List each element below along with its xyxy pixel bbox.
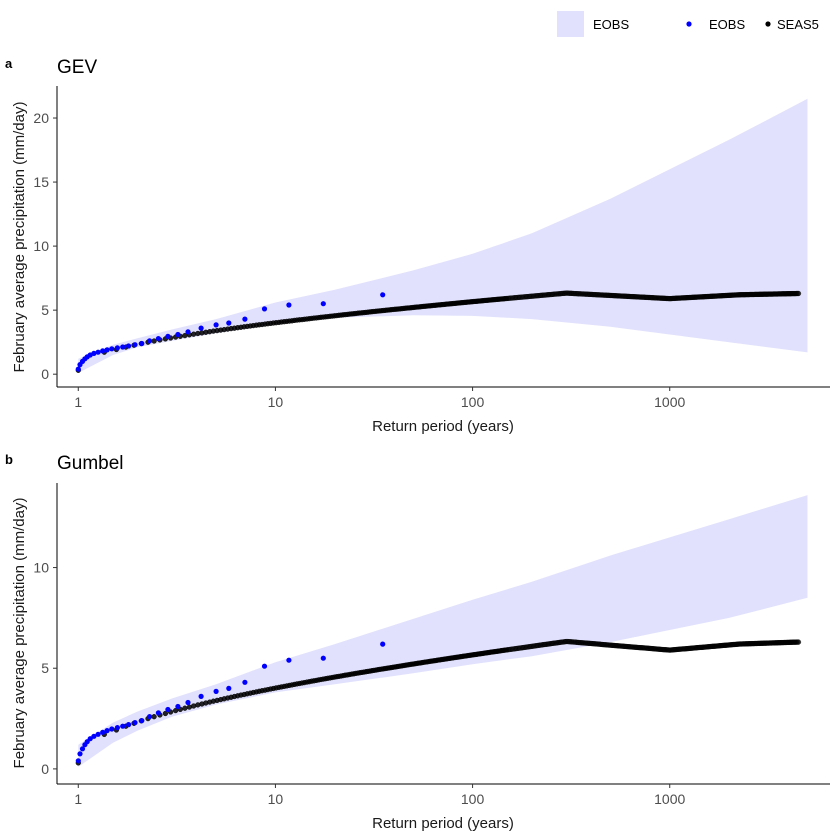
y-tick-label: 10	[33, 238, 49, 254]
legend: EOBS EOBS SEAS5	[557, 11, 819, 37]
x-axis-title: Return period (years)	[372, 815, 514, 832]
x-tick-label: 1000	[654, 394, 685, 410]
eobs-point	[120, 723, 126, 729]
eobs-point	[114, 345, 120, 351]
confidence-band	[78, 98, 808, 373]
eobs-point	[175, 703, 181, 710]
eobs-point	[198, 693, 204, 700]
eobs-point	[126, 722, 132, 728]
eobs-point	[226, 685, 232, 692]
eobs-point	[175, 331, 181, 338]
eobs-point	[114, 725, 120, 731]
panel-tag: a	[5, 56, 13, 71]
y-tick-label: 5	[41, 302, 49, 318]
y-tick-label: 20	[33, 110, 49, 126]
eobs-point	[213, 688, 219, 695]
eobs-point	[95, 349, 101, 355]
eobs-point	[109, 726, 115, 732]
legend-eobs-point-label: EOBS	[709, 17, 745, 32]
eobs-point	[104, 347, 110, 353]
x-tick-label: 10	[268, 791, 284, 807]
eobs-point	[120, 344, 126, 350]
y-axis-title: February average precipitation (mm/day)	[11, 498, 28, 769]
eobs-point	[380, 641, 386, 647]
y-tick-label: 10	[33, 560, 49, 576]
eobs-point	[165, 333, 171, 339]
eobs-point	[104, 728, 110, 734]
eobs-point	[126, 343, 132, 349]
eobs-point	[185, 329, 191, 335]
eobs-point	[77, 751, 83, 757]
eobs-point	[242, 679, 248, 685]
eobs-point	[91, 350, 97, 356]
legend-eobs-point-key	[686, 21, 692, 27]
seas5-point	[151, 714, 157, 720]
eobs-point	[261, 663, 268, 669]
eobs-point	[261, 306, 268, 312]
eobs-point	[100, 348, 106, 354]
x-tick-label: 100	[461, 791, 485, 807]
x-tick-label: 1	[74, 791, 82, 807]
seas5-point	[162, 710, 169, 717]
y-tick-label: 0	[41, 366, 49, 382]
y-tick-label: 0	[41, 761, 49, 777]
eobs-point	[132, 342, 138, 348]
eobs-point	[79, 746, 86, 752]
seas5-point	[151, 338, 157, 344]
eobs-point	[139, 718, 145, 724]
y-axis-title: February average precipitation (mm/day)	[11, 102, 28, 373]
eobs-point	[286, 302, 292, 308]
plot-area: 1 10 100 1000 0 5 10	[33, 483, 830, 807]
eobs-point	[147, 714, 153, 720]
y-tick-label: 15	[33, 174, 49, 190]
eobs-point	[139, 340, 145, 347]
x-tick-label: 1000	[654, 791, 685, 807]
eobs-point	[286, 657, 292, 663]
eobs-point	[75, 758, 81, 764]
eobs-point	[165, 706, 171, 713]
eobs-point	[100, 729, 106, 735]
eobs-point	[95, 731, 101, 737]
eobs-point	[242, 316, 248, 322]
eobs-point	[198, 325, 204, 331]
x-tick-label: 100	[461, 394, 485, 410]
legend-seas5-point-key	[765, 21, 771, 27]
eobs-point	[75, 366, 81, 372]
seas5-point	[795, 290, 802, 297]
legend-band-label: EOBS	[593, 17, 629, 32]
panel-title: GEV	[57, 57, 97, 78]
confidence-band	[78, 495, 808, 767]
panel-tag: b	[5, 452, 13, 467]
eobs-point	[213, 322, 219, 328]
eobs-point	[155, 336, 161, 342]
eobs-point	[147, 338, 153, 344]
eobs-point	[109, 346, 115, 352]
legend-seas5-point-label: SEAS5	[777, 17, 819, 32]
eobs-point	[132, 720, 138, 726]
eobs-point	[320, 301, 326, 307]
eobs-point	[380, 292, 386, 298]
eobs-point	[226, 320, 232, 326]
legend-band-key	[557, 11, 584, 37]
eobs-point	[155, 710, 161, 716]
panel-gev: a GEV 1 10 100 1000 0 5 10 15 20 Return period (…	[5, 56, 830, 435]
panel-title: Gumbel	[57, 453, 124, 474]
seas5-point	[795, 639, 802, 645]
panel-gumbel: b Gumbel 1 10 100 1000 0 5 10 Return period (y…	[5, 452, 830, 832]
eobs-point	[91, 733, 97, 739]
eobs-point	[320, 655, 326, 661]
seas5-point	[182, 705, 188, 711]
eobs-point	[185, 699, 191, 706]
plot-area: 1 10 100 1000 0 5 10 15 20	[33, 86, 830, 410]
y-tick-label: 5	[41, 660, 49, 676]
x-axis-title: Return period (years)	[372, 418, 514, 435]
x-tick-label: 1	[74, 394, 82, 410]
eobs-point	[87, 736, 93, 742]
x-tick-label: 10	[268, 394, 284, 410]
